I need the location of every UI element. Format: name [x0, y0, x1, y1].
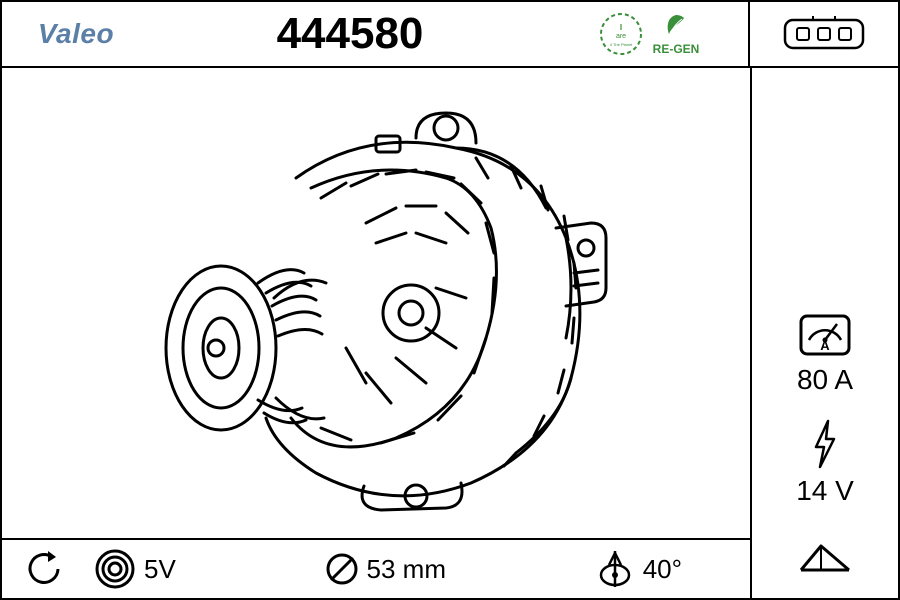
angle-icon	[595, 547, 635, 591]
leaf-icon	[662, 12, 690, 40]
brand-logo: Valeo	[38, 18, 114, 50]
svg-text:A: A	[820, 338, 830, 353]
alternator-diagram	[116, 88, 636, 518]
sidebar-spacer	[752, 68, 898, 298]
angle-value: 40°	[643, 554, 682, 585]
main-area: A 80 A 14 V	[2, 68, 898, 598]
spec-sidebar: A 80 A 14 V	[750, 68, 898, 598]
rotation-icon	[22, 549, 66, 589]
pulley-icon	[94, 548, 136, 590]
ammeter-icon: A	[797, 310, 853, 358]
part-number-cell: 444580	[150, 2, 550, 66]
connector-icon	[779, 14, 869, 54]
grooves-value: 5V	[144, 554, 176, 585]
angle-spec: 40°	[595, 547, 682, 591]
svg-text:are: are	[616, 33, 626, 40]
svg-text:4 The Planet: 4 The Planet	[609, 42, 632, 47]
part-number: 444580	[277, 9, 424, 59]
svg-text:I: I	[620, 23, 622, 32]
header-row: Valeo 444580 I are 4 The Planet RE-GEN	[2, 2, 898, 68]
diameter-value: 53 mm	[367, 554, 446, 585]
regen-label: RE-GEN	[653, 42, 700, 56]
regen-badge: RE-GEN	[653, 12, 700, 56]
planet-badge-icon: I are 4 The Planet	[599, 12, 643, 56]
voltage-spec: 14 V	[752, 408, 898, 518]
bracket-spec	[752, 518, 898, 598]
eco-badges-cell: I are 4 The Planet RE-GEN	[550, 2, 750, 66]
alternator-diagram-area	[2, 68, 750, 538]
brand-cell: Valeo	[2, 2, 150, 66]
voltage-value: 14 V	[796, 475, 854, 507]
bolt-icon	[810, 419, 840, 469]
spec-sheet-frame: Valeo 444580 I are 4 The Planet RE-GEN	[0, 0, 900, 600]
rotation-spec	[22, 549, 66, 589]
bracket-icon	[795, 538, 855, 578]
current-spec: A 80 A	[752, 298, 898, 408]
footer-specs: 5V 53 mm 40°	[2, 538, 750, 598]
diameter-icon	[325, 552, 359, 586]
diameter-spec: 53 mm	[325, 552, 446, 586]
current-value: 80 A	[797, 364, 853, 396]
pulley-grooves-spec: 5V	[94, 548, 176, 590]
connector-cell	[750, 2, 898, 66]
